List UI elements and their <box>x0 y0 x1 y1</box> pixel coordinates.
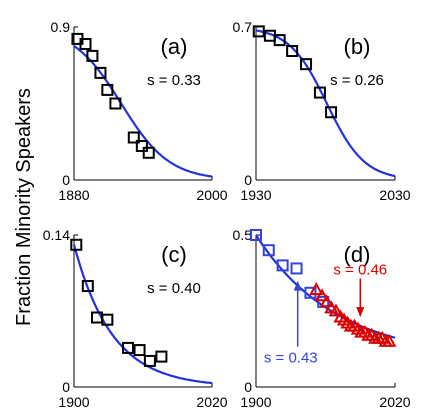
y-tick-label: 0.7 <box>233 19 253 35</box>
panel-1: 0 0.9 1880 2000 (a) s = 0.33 <box>51 19 228 203</box>
data-point <box>313 86 326 99</box>
panel-label: (c) <box>161 242 187 267</box>
data-point <box>109 97 122 110</box>
y-tick-label: 0.5 <box>233 227 253 243</box>
panel-label: (a) <box>161 34 188 59</box>
data-point <box>314 288 330 302</box>
data-point <box>319 294 334 308</box>
x-tick-label: 1900 <box>240 394 271 410</box>
x-tick-label: 1900 <box>58 394 89 410</box>
x-tick-label: 2020 <box>379 394 410 410</box>
data-point <box>382 333 397 347</box>
panel-label: (d) <box>344 242 371 267</box>
y-tick-label: 0 <box>62 172 70 188</box>
data-point <box>81 280 94 293</box>
data-point <box>328 303 344 317</box>
y-tick-label: 0 <box>62 379 70 395</box>
panel-3: 0 0.14 1900 2020 (c) s = 0.40 <box>43 227 228 410</box>
fit-annotation: s = 0.26 <box>330 72 384 89</box>
x-tick-label: 2020 <box>196 394 227 410</box>
y-axis-label: Fraction Minority Speakers <box>13 88 35 326</box>
fit-curve <box>255 234 396 339</box>
arrow-head <box>356 307 365 318</box>
fit-curve <box>255 29 396 178</box>
data-point <box>79 38 92 50</box>
data-point <box>70 238 83 251</box>
data-point <box>273 34 286 47</box>
data-point <box>101 83 114 96</box>
arrow-head <box>293 280 302 291</box>
x-tick-label: 2030 <box>379 187 410 203</box>
data-point <box>155 350 168 363</box>
data-point <box>309 282 324 296</box>
y-tick-label: 0.14 <box>43 227 70 243</box>
panel-4: 0 0.5 1900 2020 (d)s = 0.46 s = 0.43 <box>233 227 411 410</box>
x-tick-label: 2000 <box>196 187 227 203</box>
fit-annotation: s = 0.33 <box>147 72 201 89</box>
fit-annotation: s = 0.43 <box>264 350 318 367</box>
fit-annotation: s = 0.46 <box>333 262 387 279</box>
data-point <box>252 25 265 38</box>
data-point <box>133 344 146 357</box>
data-point <box>290 262 303 275</box>
data-point <box>300 58 313 71</box>
data-point <box>127 131 140 144</box>
panel-2: 0 0.7 1930 2030 (b) s = 0.26 <box>233 19 411 203</box>
y-tick-label: 0 <box>244 172 252 188</box>
data-point <box>101 313 114 326</box>
data-point <box>325 106 338 119</box>
panels: 0 0.9 1880 2000 (a) s = 0.33 0 0.7 1930 2030 (b) s … <box>43 19 411 410</box>
panel-label: (b) <box>344 34 371 59</box>
y-tick-label: 0.9 <box>51 19 71 35</box>
fit-curve <box>72 244 213 385</box>
data-point <box>86 49 99 62</box>
data-point <box>142 146 155 159</box>
data-point <box>286 45 299 58</box>
data-point <box>135 140 148 152</box>
x-tick-label: 1880 <box>58 187 89 203</box>
x-tick-label: 1930 <box>240 187 271 203</box>
data-point <box>250 229 262 241</box>
data-point <box>143 354 156 367</box>
fit-annotation: s = 0.40 <box>147 280 201 297</box>
data-point <box>262 244 275 257</box>
data-point <box>304 286 317 299</box>
y-tick-label: 0 <box>244 379 252 395</box>
data-point <box>94 66 107 79</box>
data-point <box>276 259 289 272</box>
data-point <box>122 341 135 354</box>
